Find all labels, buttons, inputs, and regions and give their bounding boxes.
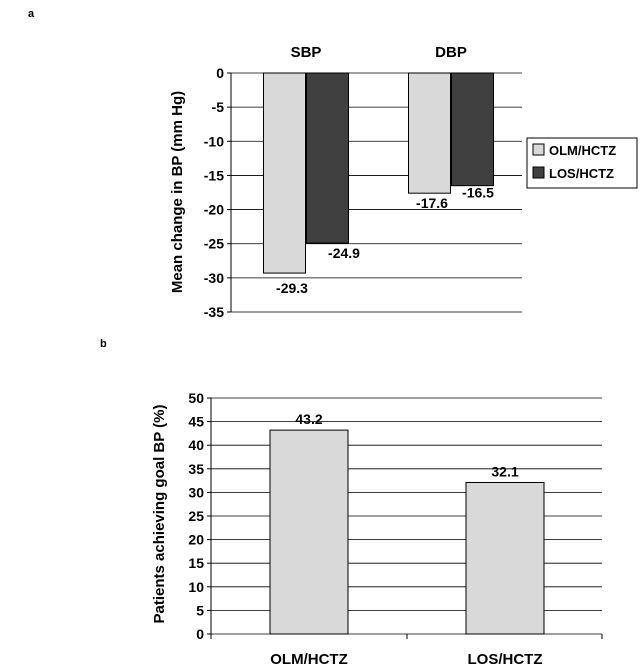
y-tick-label: -25 [204, 236, 224, 252]
panel-b-label: b [100, 338, 107, 350]
legend-swatch [532, 166, 545, 179]
y-tick-label: -30 [204, 270, 224, 286]
legend-label: LOS/HCTZ [549, 166, 614, 181]
y-tick-label: 0 [216, 65, 224, 81]
bar-los-hctz [451, 72, 494, 187]
legend-swatch [532, 143, 545, 156]
y-tick-label: 10 [188, 579, 204, 595]
category-label: DBP [435, 44, 467, 61]
data-label: -29.3 [276, 280, 308, 296]
chart-a: 0 -5 -10 -15 -20 -25 -30 -35 -29.3 -24.9 -17.6 -16.… [169, 44, 638, 320]
legend-label: OLM/HCTZ [549, 143, 616, 158]
y-tick-label: -15 [204, 167, 224, 183]
y-axis-title: Mean change in BP (mm Hg) [169, 91, 186, 293]
y-tick-label: 20 [188, 532, 204, 548]
data-label: 32.1 [491, 463, 518, 479]
legend-box [526, 137, 638, 189]
y-tick-label: -5 [212, 99, 225, 115]
bar-los-hctz [306, 72, 349, 244]
y-tick-label: 25 [188, 508, 204, 524]
y-tick-label: -35 [204, 304, 224, 320]
y-tick-label: 15 [188, 555, 204, 571]
bar [269, 429, 349, 635]
data-label: -24.9 [328, 245, 360, 261]
category-label: SBP [291, 44, 322, 61]
y-tick-label: 0 [196, 626, 204, 642]
y-tick-label: 30 [188, 484, 204, 500]
data-label: 43.2 [295, 411, 322, 427]
y-tick-label: -20 [204, 202, 224, 218]
data-label: -16.5 [462, 185, 494, 201]
y-tick-label: 40 [188, 437, 204, 453]
chart-b: 0 5 10 15 20 25 30 35 40 45 50 43.2 OLM/HCTZ 32.1 LOS/… [151, 390, 603, 668]
x-tick-label: OLM/HCTZ [270, 651, 347, 668]
data-label: -17.6 [416, 195, 448, 211]
y-axis-title: Patients achieving goal BP (%) [151, 405, 168, 624]
bar [465, 481, 545, 635]
bar-olm-hctz [408, 72, 451, 194]
bar-olm-hctz [263, 72, 306, 274]
y-tick-label: 35 [188, 461, 204, 477]
panel-a-label: a [28, 8, 35, 20]
y-tick-label: 45 [188, 414, 204, 430]
y-tick-label: 5 [196, 602, 204, 618]
y-tick-label: 50 [188, 390, 204, 406]
y-tick-label: -10 [204, 133, 224, 149]
x-tick-label: LOS/HCTZ [468, 651, 543, 668]
